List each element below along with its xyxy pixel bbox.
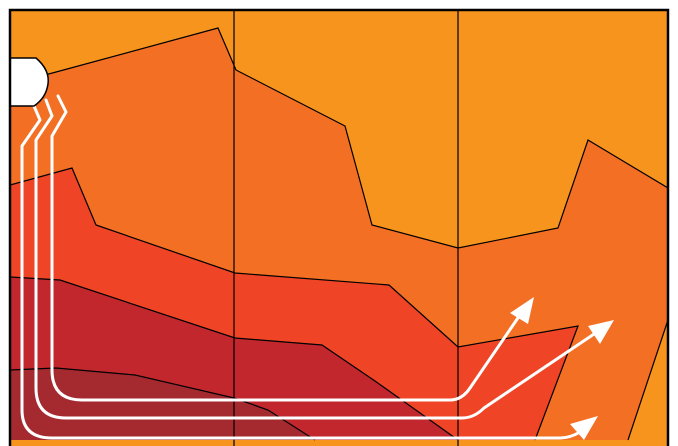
band-inner xyxy=(10,368,315,440)
source-icon xyxy=(9,57,49,107)
arrow-head-1 xyxy=(510,297,534,324)
flow-arrow-3 xyxy=(20,104,598,440)
bands-group xyxy=(10,10,668,446)
band-5-boundary xyxy=(10,367,316,441)
arrow-head-3 xyxy=(570,416,598,440)
band-3-boundary xyxy=(10,167,579,441)
band-2-boundary xyxy=(44,27,668,249)
flow-arrows xyxy=(20,94,614,440)
flow-arrow-2 xyxy=(34,98,614,420)
arrow-head-2 xyxy=(588,320,614,344)
flow-arrow-1 xyxy=(50,94,534,402)
diagram-frame xyxy=(8,8,670,446)
band-2-boundary-right xyxy=(627,319,668,441)
